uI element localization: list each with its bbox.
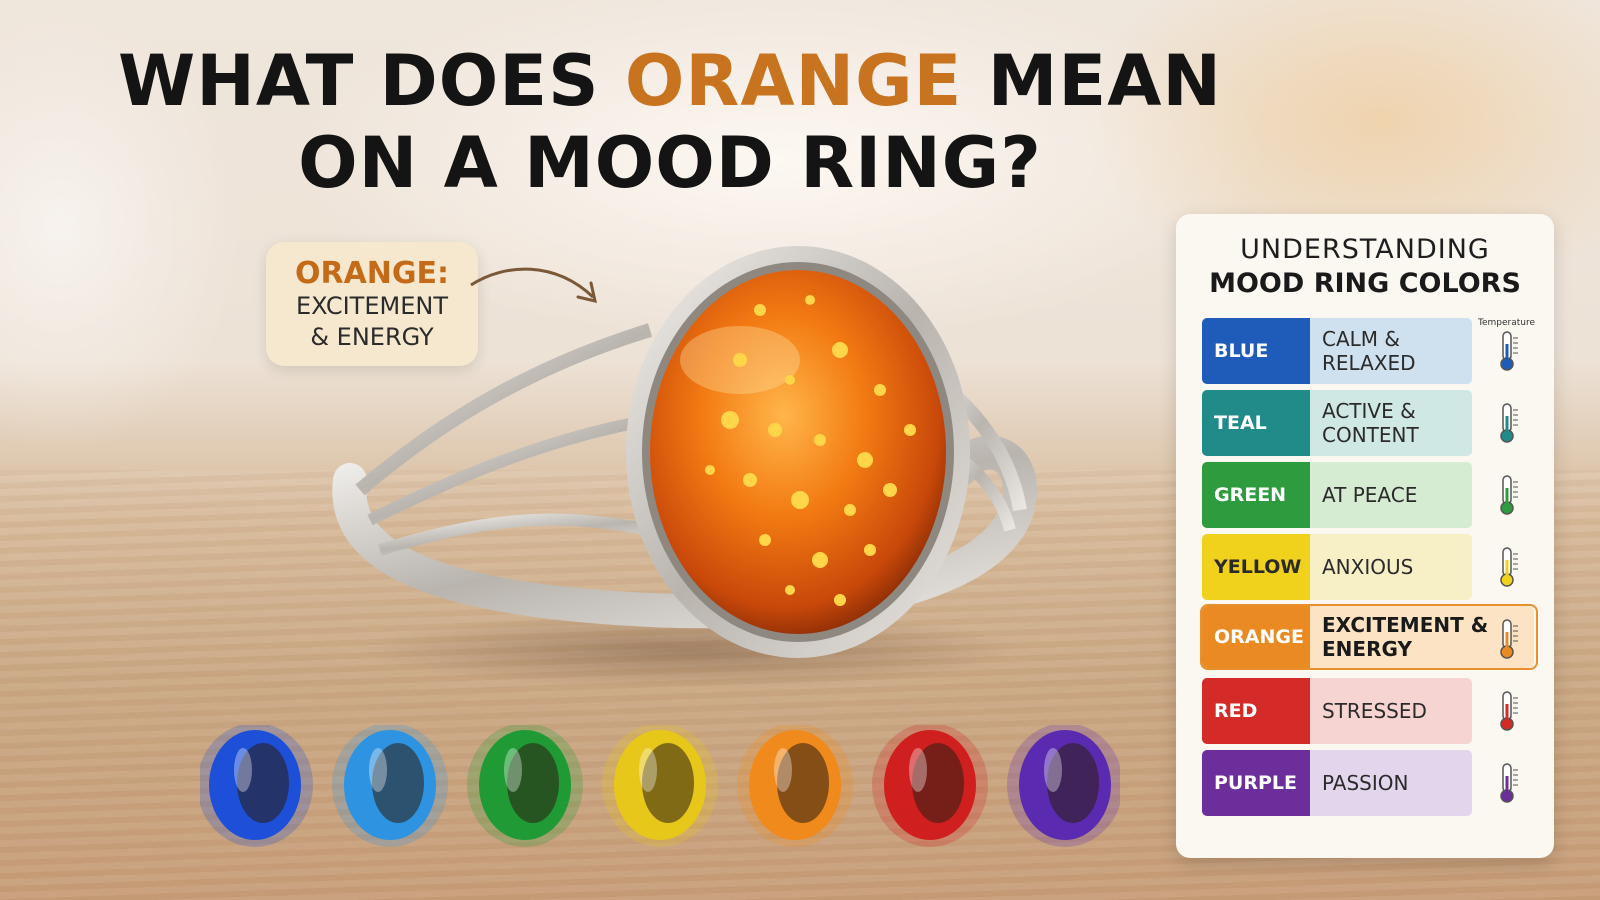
- thermometer-icon: [1500, 403, 1518, 443]
- green-ring: [467, 725, 583, 847]
- color-row-teal: TEAL ACTIVE & CONTENT: [1202, 390, 1518, 456]
- color-swatch-label: RED: [1202, 678, 1310, 744]
- red-ring: [872, 725, 988, 847]
- mood-label: ANXIOUS: [1310, 534, 1472, 600]
- mood-label: AT PEACE: [1310, 462, 1472, 528]
- title-line-2: ON A MOOD RING?: [298, 122, 1042, 204]
- color-row-orange: ORANGE EXCITEMENT & ENERGY: [1200, 604, 1538, 670]
- callout-line-2: & ENERGY: [310, 323, 434, 351]
- orange-ring: [737, 725, 853, 847]
- color-row-blue: BLUE CALM & RELAXED: [1202, 318, 1518, 384]
- thermometer-icon: [1500, 763, 1518, 803]
- thermometer-icon: [1500, 619, 1518, 659]
- thermometer-icon: [1500, 691, 1518, 731]
- mood-label: STRESSED: [1310, 678, 1472, 744]
- thermometer-icon: [1500, 475, 1518, 515]
- page-title: WHAT DOES ORANGE MEAN ON A MOOD RING?: [0, 40, 1340, 204]
- callout-heading: ORANGE:: [294, 256, 450, 291]
- callout-arrow-icon: [470, 267, 597, 304]
- temperature-label: Temperature: [1478, 318, 1536, 328]
- title-highlight-word: ORANGE: [624, 40, 963, 122]
- panel-title-line-1: UNDERSTANDING: [1240, 234, 1490, 265]
- blue-ring: [200, 725, 313, 847]
- color-row-red: RED STRESSED: [1202, 678, 1518, 744]
- mood-label: CALM & RELAXED: [1310, 318, 1472, 384]
- purple-ring: [1007, 725, 1120, 847]
- title-line-1: WHAT DOES ORANGE MEAN: [0, 40, 1340, 122]
- mood-ring-colors-panel: UNDERSTANDING MOOD RING COLORS Temperatu…: [1176, 214, 1554, 858]
- color-row-purple: PURPLE PASSION: [1202, 750, 1518, 816]
- color-swatch-label: YELLOW: [1202, 534, 1310, 600]
- sky-blue-ring: [332, 725, 448, 847]
- thermometer-icon: [1500, 331, 1518, 371]
- title-text-post: MEAN: [962, 40, 1222, 122]
- orange-meaning-callout: ORANGE: EXCITEMENT & ENERGY: [266, 242, 478, 366]
- color-swatch-label: TEAL: [1202, 390, 1310, 456]
- color-swatch-label: GREEN: [1202, 462, 1310, 528]
- callout-line-1: EXCITEMENT: [295, 292, 448, 320]
- title-text-pre: WHAT DOES: [118, 40, 625, 122]
- yellow-ring: [602, 725, 718, 847]
- panel-title-line-2: MOOD RING COLORS: [1209, 268, 1521, 299]
- thermometer-icon: [1500, 547, 1518, 587]
- color-swatch-label: BLUE: [1202, 318, 1310, 384]
- color-swatch-label: PURPLE: [1202, 750, 1310, 816]
- mood-ring-image: [332, 246, 1038, 688]
- mood-label: ACTIVE & CONTENT: [1310, 390, 1472, 456]
- mood-ring-color-row: [200, 725, 1120, 847]
- color-row-yellow: YELLOW ANXIOUS: [1202, 534, 1518, 600]
- color-swatch-label: ORANGE: [1202, 606, 1310, 668]
- mood-label: EXCITEMENT & ENERGY: [1310, 606, 1534, 668]
- mood-label: PASSION: [1310, 750, 1472, 816]
- color-row-green: GREEN AT PEACE: [1202, 462, 1518, 528]
